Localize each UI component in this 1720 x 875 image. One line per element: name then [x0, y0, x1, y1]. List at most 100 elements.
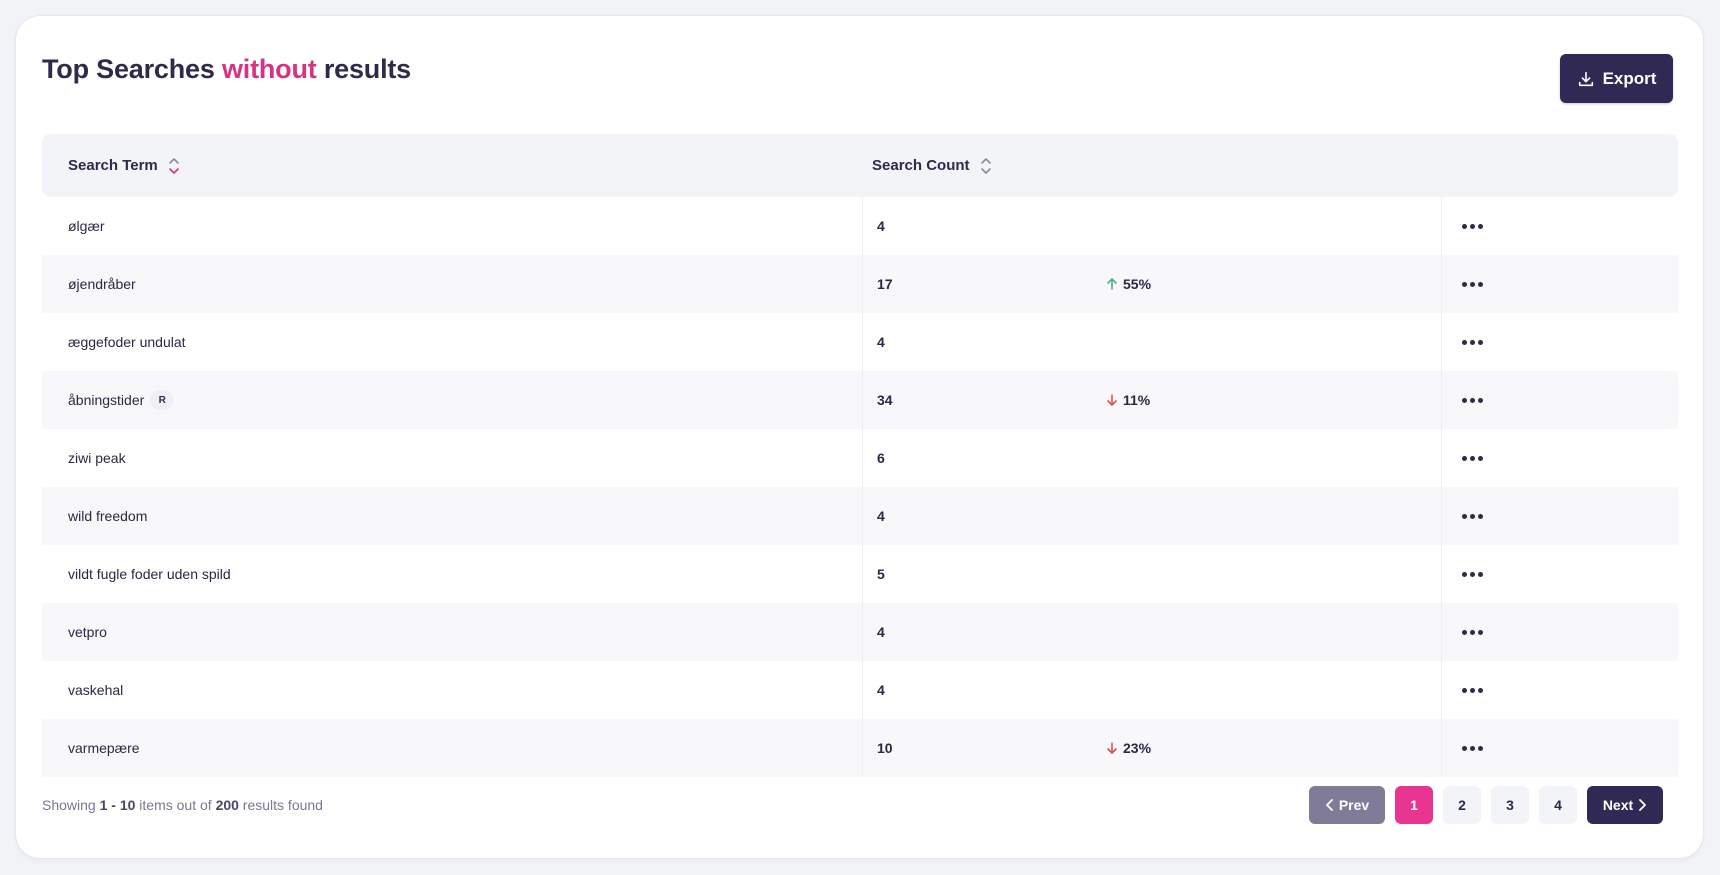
- row-actions-button[interactable]: [1462, 719, 1483, 777]
- next-page-button[interactable]: Next: [1587, 786, 1663, 824]
- more-horizontal-icon: [1462, 339, 1483, 345]
- table-row[interactable]: ziwi peak 6: [42, 429, 1678, 487]
- table-row[interactable]: vetpro 4: [42, 603, 1678, 661]
- search-count: 4: [877, 682, 885, 698]
- column-divider: [862, 487, 863, 545]
- results-summary: Showing 1 - 10 items out of 200 results …: [42, 797, 323, 813]
- search-term: ziwi peak: [68, 450, 126, 466]
- table-row[interactable]: vildt fugle foder uden spild 5: [42, 545, 1678, 603]
- search-term-cell: øjendråber: [68, 255, 136, 313]
- column-header-search-count[interactable]: Search Count: [872, 134, 992, 197]
- search-term-cell: vetpro: [68, 603, 107, 661]
- page-button-3[interactable]: 3: [1491, 786, 1529, 824]
- column-label: Search Term: [68, 157, 158, 174]
- column-divider: [862, 429, 863, 487]
- trend-cell: 11%: [1106, 371, 1150, 429]
- column-divider: [862, 197, 863, 255]
- search-term-cell: æggefoder undulat: [68, 313, 186, 371]
- row-actions-button[interactable]: [1462, 545, 1483, 603]
- summary-suffix: results found: [238, 797, 323, 813]
- row-actions-button[interactable]: [1462, 313, 1483, 371]
- table-row[interactable]: åbningstider R 34 11%: [42, 371, 1678, 429]
- table-body: ølgær 4 øjendråber 17 55% æggefoder undulat 4 å…: [42, 197, 1678, 777]
- column-divider: [862, 719, 863, 777]
- search-term-cell: wild freedom: [68, 487, 147, 545]
- row-actions-button[interactable]: [1462, 661, 1483, 719]
- more-horizontal-icon: [1462, 687, 1483, 693]
- row-actions-button[interactable]: [1462, 255, 1483, 313]
- more-horizontal-icon: [1462, 629, 1483, 635]
- search-term-cell: ølgær: [68, 197, 105, 255]
- search-term: varmepære: [68, 740, 140, 756]
- prev-label: Prev: [1338, 797, 1370, 813]
- chevron-left-icon: [1325, 799, 1333, 811]
- summary-total: 200: [215, 797, 239, 813]
- search-count: 4: [877, 334, 885, 350]
- page-button-1[interactable]: 1: [1395, 786, 1433, 824]
- more-horizontal-icon: [1462, 455, 1483, 461]
- column-divider: [862, 603, 863, 661]
- column-divider: [1441, 545, 1442, 603]
- page-button-2[interactable]: 2: [1443, 786, 1481, 824]
- sort-icon[interactable]: [168, 156, 180, 176]
- table-row[interactable]: wild freedom 4: [42, 487, 1678, 545]
- search-term-cell: åbningstider R: [68, 371, 175, 429]
- search-count: 4: [877, 624, 885, 640]
- chevron-right-icon: [1639, 799, 1647, 811]
- page-button-4[interactable]: 4: [1539, 786, 1577, 824]
- search-count: 17: [877, 276, 893, 292]
- table-row[interactable]: øjendråber 17 55%: [42, 255, 1678, 313]
- search-count: 6: [877, 450, 885, 466]
- column-divider: [1441, 603, 1442, 661]
- table-row[interactable]: varmepære 10 23%: [42, 719, 1678, 777]
- column-divider: [862, 255, 863, 313]
- column-divider: [1441, 429, 1442, 487]
- arrow-down-icon: [1107, 742, 1117, 754]
- row-actions-button[interactable]: [1462, 429, 1483, 487]
- column-divider: [1441, 255, 1442, 313]
- column-header-search-term[interactable]: Search Term: [68, 134, 180, 197]
- trend-percent: 11%: [1123, 392, 1151, 408]
- search-term-cell: vaskehal: [68, 661, 123, 719]
- row-actions-button[interactable]: [1462, 603, 1483, 661]
- table-row[interactable]: ølgær 4: [42, 197, 1678, 255]
- table-row[interactable]: æggefoder undulat 4: [42, 313, 1678, 371]
- column-divider: [1441, 719, 1442, 777]
- search-count: 10: [877, 740, 893, 756]
- row-actions-button[interactable]: [1462, 371, 1483, 429]
- search-term: vaskehal: [68, 682, 124, 698]
- more-horizontal-icon: [1462, 397, 1483, 403]
- title-accent: without: [221, 54, 317, 84]
- top-searches-card: Top Searches without results Export Sear…: [16, 16, 1703, 858]
- row-actions-button[interactable]: [1462, 487, 1483, 545]
- search-count: 5: [877, 566, 885, 582]
- search-term: wild freedom: [68, 508, 148, 524]
- search-term: æggefoder undulat: [68, 334, 186, 350]
- summary-prefix: Showing: [42, 797, 100, 813]
- search-term: åbningstider: [68, 392, 145, 408]
- next-label: Next: [1602, 797, 1634, 813]
- table-row[interactable]: vaskehal 4: [42, 661, 1678, 719]
- more-horizontal-icon: [1462, 745, 1483, 751]
- trend-cell: 55%: [1106, 255, 1151, 313]
- prev-page-button[interactable]: Prev: [1309, 786, 1385, 824]
- column-label: Search Count: [872, 157, 970, 174]
- column-divider: [1441, 371, 1442, 429]
- trend-percent: 23%: [1123, 740, 1152, 756]
- search-count: 4: [877, 508, 885, 524]
- search-term-cell: varmepære: [68, 719, 140, 777]
- search-count: 34: [877, 392, 893, 408]
- table-header: Search Term Search Count: [42, 134, 1678, 197]
- sort-icon[interactable]: [980, 156, 992, 176]
- search-term: vildt fugle foder uden spild: [68, 566, 231, 582]
- arrow-down-icon: [1107, 394, 1117, 406]
- export-button[interactable]: Export: [1560, 54, 1673, 103]
- search-term: ølgær: [68, 218, 105, 234]
- column-divider: [1441, 197, 1442, 255]
- export-label: Export: [1602, 68, 1657, 88]
- column-divider: [862, 661, 863, 719]
- more-horizontal-icon: [1462, 571, 1483, 577]
- row-actions-button[interactable]: [1462, 197, 1483, 255]
- column-divider: [862, 545, 863, 603]
- download-icon: [1578, 71, 1593, 86]
